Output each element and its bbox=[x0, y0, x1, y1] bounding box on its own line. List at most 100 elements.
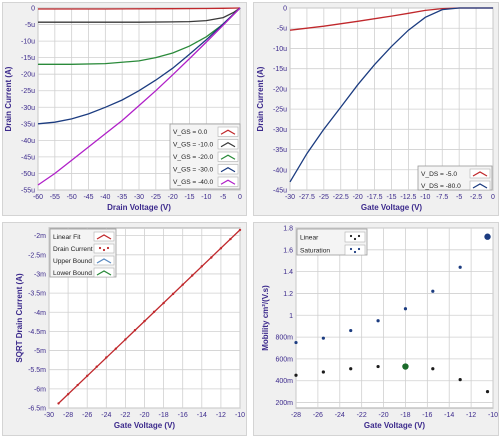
data-point bbox=[321, 336, 325, 340]
y-tick-label: -5.5m bbox=[28, 367, 46, 374]
legend-marker bbox=[349, 234, 353, 238]
x-tick-label: -7.5 bbox=[436, 194, 448, 201]
y-tick-label: -6m bbox=[34, 386, 46, 393]
legend-marker bbox=[102, 248, 106, 252]
data-point bbox=[349, 328, 353, 333]
y-tick-label: -2.5m bbox=[28, 252, 46, 259]
legend-label: Lower Bound bbox=[53, 270, 92, 277]
legend-swatch bbox=[217, 139, 239, 150]
x-axis-label: Gate Voltage (V) bbox=[361, 203, 423, 212]
x-tick-label: -18 bbox=[400, 412, 410, 419]
data-point bbox=[294, 340, 298, 345]
y-axis-label: Drain Current (A) bbox=[4, 66, 13, 131]
y-tick-label: -40u bbox=[273, 167, 287, 174]
legend-label: Drain Current bbox=[53, 246, 93, 253]
legend-label: V_GS = 0.0 bbox=[173, 129, 208, 136]
data-point bbox=[458, 378, 462, 382]
x-tick-label: -30 bbox=[285, 194, 295, 201]
legend-marker bbox=[357, 247, 361, 251]
y-tick-label: -50u bbox=[21, 171, 35, 178]
x-tick-label: -20 bbox=[378, 412, 388, 419]
data-point bbox=[133, 329, 137, 332]
x-tick-label: -17.5 bbox=[367, 194, 383, 201]
legend-swatch bbox=[93, 231, 115, 242]
legend-line bbox=[472, 183, 488, 189]
legend-line bbox=[96, 234, 112, 240]
x-tick-label: -16 bbox=[422, 412, 432, 419]
data-point bbox=[86, 374, 89, 378]
data-point bbox=[152, 310, 156, 314]
y-tick-label: -25u bbox=[21, 88, 35, 95]
legend-swatch bbox=[93, 243, 115, 254]
x-tick-label: -28 bbox=[291, 412, 301, 419]
x-tick-label: -10 bbox=[420, 194, 430, 201]
x-tick-label: -10 bbox=[201, 194, 211, 201]
x-tick-label: 0 bbox=[238, 194, 242, 201]
x-tick-label: -35 bbox=[117, 194, 127, 201]
legend-label: Linear bbox=[300, 234, 319, 241]
x-tick-label: -22.5 bbox=[333, 194, 349, 201]
legend-swatch bbox=[217, 126, 239, 137]
y-tick-label: 400m bbox=[275, 378, 293, 385]
legend-label: V_GS = -40.0 bbox=[173, 179, 213, 186]
x-tick-label: -14 bbox=[444, 412, 454, 419]
legend-label: Linear Fit bbox=[53, 234, 81, 241]
legend-label: Upper Bound bbox=[53, 258, 92, 265]
data-point bbox=[66, 393, 70, 396]
y-tick-label: 0 bbox=[283, 6, 287, 13]
x-tick-label: -5 bbox=[220, 194, 226, 201]
data-point bbox=[294, 373, 298, 377]
x-tick-label: -18 bbox=[159, 412, 169, 419]
y-tick-label: 1.8 bbox=[283, 226, 293, 233]
data-point bbox=[171, 292, 175, 296]
y-tick-label: -15u bbox=[21, 55, 35, 62]
series-line bbox=[38, 7, 241, 23]
legend-swatch bbox=[93, 267, 115, 278]
x-tick-label: -28 bbox=[63, 412, 73, 419]
legend-label: Saturation bbox=[300, 247, 330, 254]
data-point bbox=[321, 370, 325, 374]
x-tick-label: -12 bbox=[216, 412, 226, 419]
y-tick-label: -55u bbox=[21, 188, 35, 195]
data-point bbox=[76, 383, 79, 387]
x-tick-label: -24 bbox=[101, 412, 111, 419]
x-tick-label: 0 bbox=[491, 194, 495, 201]
legend-line bbox=[220, 179, 236, 185]
legend-marker bbox=[353, 250, 357, 254]
plot-area-3 bbox=[295, 227, 494, 409]
x-tick-label: -25 bbox=[319, 194, 329, 201]
y-tick-label: -6.5m bbox=[28, 406, 46, 413]
y-tick-label: -5m bbox=[34, 348, 46, 355]
x-tick-label: -30 bbox=[44, 412, 54, 419]
y-axis-label: Drain Current (A) bbox=[256, 66, 265, 131]
data-point bbox=[376, 364, 380, 369]
series-line bbox=[289, 7, 493, 183]
y-tick-label: -25u bbox=[273, 107, 287, 114]
y-tick-label: -3m bbox=[34, 271, 46, 278]
legend-marker bbox=[357, 234, 361, 238]
x-axis-label: Gate Voltage (V) bbox=[364, 421, 426, 430]
x-tick-label: -26 bbox=[82, 412, 92, 419]
legend-label: V_DS = -80.0 bbox=[421, 183, 461, 190]
x-tick-label: -5 bbox=[456, 194, 462, 201]
y-tick-label: 1 bbox=[289, 313, 293, 320]
data-point bbox=[229, 237, 232, 241]
data-point bbox=[57, 402, 60, 405]
legend-line bbox=[472, 171, 488, 177]
x-tick-label: -22 bbox=[357, 412, 367, 419]
legend-swatch bbox=[344, 244, 366, 256]
x-tick-label: -26 bbox=[313, 412, 323, 419]
y-tick-label: -4m bbox=[34, 310, 46, 317]
legend-swatch bbox=[93, 255, 115, 266]
x-tick-label: -15 bbox=[184, 194, 194, 201]
x-tick-label: -20 bbox=[353, 194, 363, 201]
x-tick-label: -16 bbox=[178, 412, 188, 419]
y-tick-label: -5u bbox=[277, 26, 287, 33]
data-point bbox=[219, 247, 223, 250]
y-tick-label: -4.5m bbox=[28, 329, 46, 336]
x-tick-label: -30 bbox=[134, 194, 144, 201]
legend-swatch bbox=[469, 180, 491, 191]
legend-label: V_GS = -20.0 bbox=[173, 154, 213, 161]
legend-line bbox=[220, 129, 236, 135]
legend-label: V_GS = -10.0 bbox=[173, 142, 213, 149]
